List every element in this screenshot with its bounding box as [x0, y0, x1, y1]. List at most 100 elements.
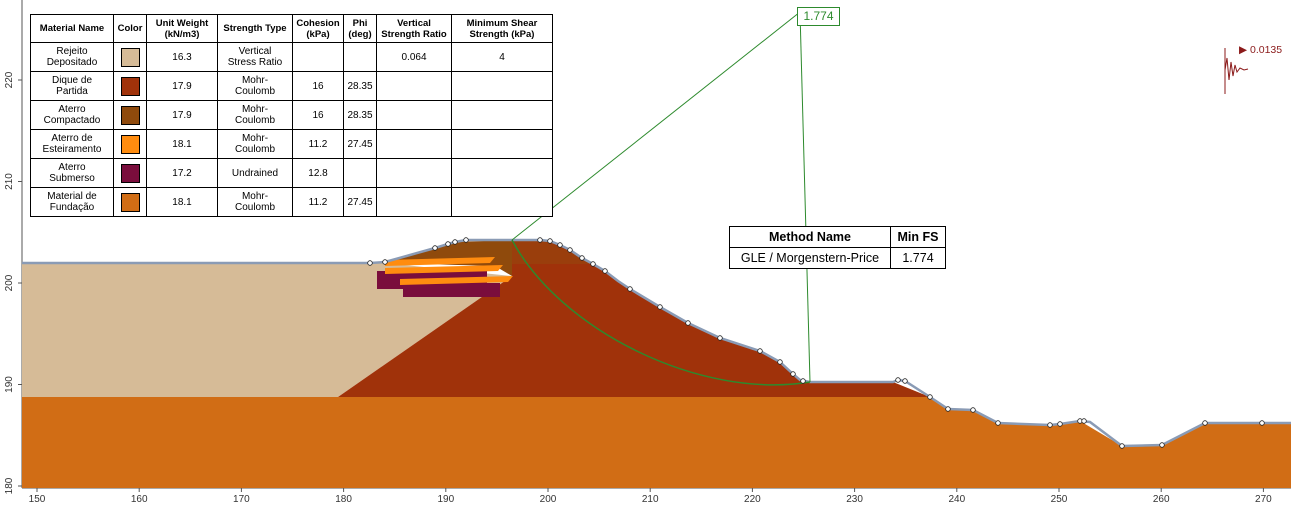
- geometry-vertex[interactable]: [895, 377, 901, 383]
- material-strength-type-cell: Undrained: [217, 158, 293, 188]
- critical-slip-surface: [511, 239, 811, 386]
- fs-col-method: Method Name: [729, 226, 891, 248]
- geometry-vertex[interactable]: [547, 238, 553, 244]
- material-cohesion-cell: 11.2: [292, 187, 344, 217]
- material-unit-weight-cell: 17.9: [146, 100, 218, 130]
- fs-method-value: GLE / Morgenstern-Price: [729, 247, 891, 269]
- tailings-region: [22, 263, 512, 397]
- geometry-vertex[interactable]: [757, 348, 763, 354]
- submerged-fill-2: [403, 283, 500, 297]
- material-unit-weight-cell: 18.1: [146, 129, 218, 159]
- material-name-cell: Rejeito Depositado: [30, 42, 114, 72]
- x-tick-label: 250: [1051, 494, 1068, 505]
- geometry-vertex[interactable]: [800, 378, 806, 384]
- geometry-vertex[interactable]: [1159, 442, 1165, 448]
- material-name-cell: Dique de Partida: [30, 71, 114, 101]
- geometry-vertex[interactable]: [1047, 422, 1053, 428]
- material-cohesion-cell: 16: [292, 71, 344, 101]
- geometry-vertex[interactable]: [452, 239, 458, 245]
- material-cohesion-cell: 11.2: [292, 129, 344, 159]
- seismic-coefficient-label: ▶ 0.0135: [1239, 44, 1283, 56]
- material-vsr-cell: [376, 129, 452, 159]
- geometry-vertex[interactable]: [945, 406, 951, 412]
- material-color-swatch: [120, 134, 140, 154]
- material-cohesion-cell: 12.8: [292, 158, 344, 188]
- material-min-shear-cell: [451, 187, 553, 217]
- geometry-vertex[interactable]: [557, 242, 563, 248]
- geometry-vertex[interactable]: [657, 304, 663, 310]
- material-vsr-cell: [376, 71, 452, 101]
- geometry-vertex[interactable]: [927, 394, 933, 400]
- material-name-cell: Aterro de Esteiramento: [30, 129, 114, 159]
- material-color-cell: [113, 42, 147, 72]
- slip-radius-line-1: [511, 11, 801, 241]
- geometry-vertex[interactable]: [685, 320, 691, 326]
- geometry-vertex[interactable]: [627, 286, 633, 292]
- material-vsr-cell: [376, 187, 452, 217]
- foundation-region: [22, 397, 1291, 488]
- x-tick-label: 210: [642, 494, 659, 505]
- y-axis-ticks: 180 190 200 210 220: [4, 71, 22, 494]
- material-vsr-cell: 0.064: [376, 42, 452, 72]
- y-tick-label: 180: [4, 477, 15, 494]
- material-min-shear-cell: [451, 71, 553, 101]
- x-tick-label: 220: [744, 494, 761, 505]
- geometry-vertex[interactable]: [537, 237, 543, 243]
- material-unit-weight-cell: 17.9: [146, 71, 218, 101]
- geometry-vertex[interactable]: [970, 407, 976, 413]
- material-color-swatch: [120, 47, 140, 67]
- material-unit-weight-cell: 16.3: [146, 42, 218, 72]
- fs-header-row: Method Name Min FS: [729, 226, 946, 248]
- col-cohesion: Cohesion (kPa): [292, 14, 344, 43]
- x-tick-label: 180: [335, 494, 352, 505]
- geometry-vertex[interactable]: [790, 371, 796, 377]
- haul-fill-strip-2: [385, 265, 503, 274]
- material-row: Aterro de Esteiramento 18.1 Mohr- Coulomb 1…: [30, 129, 553, 159]
- materials-header-row: Material Name Color Unit Weight (kN/m3) …: [30, 14, 553, 43]
- material-min-shear-cell: [451, 129, 553, 159]
- geometry-vertex[interactable]: [1259, 420, 1265, 426]
- geometry-vertex[interactable]: [590, 261, 596, 267]
- col-strength-type: Strength Type: [217, 14, 293, 43]
- col-min-shear: Minimum Shear Strength (kPa): [451, 14, 553, 43]
- seismic-load-icon: [1224, 48, 1249, 94]
- geometry-vertex[interactable]: [902, 378, 908, 384]
- x-tick-label: 150: [29, 494, 46, 505]
- geometry-vertex[interactable]: [777, 359, 783, 365]
- slip-center-fs-label[interactable]: 1.774: [797, 7, 840, 26]
- material-cohesion-cell: [292, 42, 344, 72]
- material-phi-cell: 27.45: [343, 187, 377, 217]
- geometry-vertex[interactable]: [1119, 443, 1125, 449]
- geometry-vertex[interactable]: [1057, 421, 1063, 427]
- material-color-cell: [113, 129, 147, 159]
- y-tick-label: 200: [4, 274, 15, 291]
- material-row: Material de Fundação 18.1 Mohr- Coulomb 11.…: [30, 187, 553, 217]
- geometry-vertex[interactable]: [1202, 420, 1208, 426]
- fs-col-min-fs: Min FS: [890, 226, 946, 248]
- geometry-vertex[interactable]: [445, 241, 451, 247]
- material-row: Rejeito Depositado 16.3 Vertical Stress Ra…: [30, 42, 553, 72]
- factor-of-safety-table: Method Name Min FS GLE / Morgenstern-Pri…: [729, 226, 946, 269]
- x-tick-label: 230: [846, 494, 863, 505]
- x-tick-label: 170: [233, 494, 250, 505]
- geometry-vertex[interactable]: [382, 259, 388, 265]
- material-color-swatch: [120, 192, 140, 212]
- y-tick-label: 190: [4, 376, 15, 393]
- material-name-cell: Aterro Submerso: [30, 158, 114, 188]
- material-phi-cell: 28.35: [343, 71, 377, 101]
- geometry-vertex[interactable]: [995, 420, 1001, 426]
- material-phi-cell: 27.45: [343, 129, 377, 159]
- geometry-vertex[interactable]: [463, 237, 469, 243]
- material-color-cell: [113, 187, 147, 217]
- material-vsr-cell: [376, 158, 452, 188]
- geometry-vertex[interactable]: [602, 268, 608, 274]
- geometry-vertex[interactable]: [1081, 418, 1087, 424]
- geometry-vertices: [367, 237, 1265, 449]
- geometry-vertex[interactable]: [567, 247, 573, 253]
- geometry-vertex[interactable]: [717, 335, 723, 341]
- x-tick-label: 160: [131, 494, 148, 505]
- geometry-vertex[interactable]: [432, 245, 438, 251]
- geometry-vertex[interactable]: [367, 260, 373, 266]
- geometry-vertex[interactable]: [579, 255, 585, 261]
